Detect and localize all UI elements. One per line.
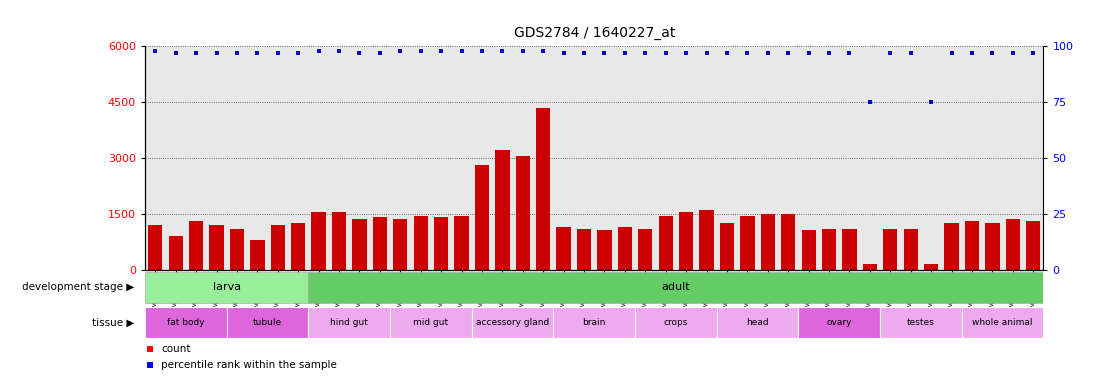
Bar (863, 264, 877, 270)
Bar (985, 223, 1000, 270)
Bar (434, 217, 449, 270)
Text: mid gut: mid gut (413, 318, 449, 327)
Bar (679, 212, 693, 270)
Bar (798, 307, 881, 338)
Bar (965, 221, 979, 270)
Bar (393, 219, 407, 270)
Bar (554, 307, 635, 338)
Bar (308, 272, 1043, 303)
Bar (720, 223, 734, 270)
Bar (210, 225, 223, 270)
Bar (658, 215, 673, 270)
Text: whole animal: whole animal (972, 318, 1033, 327)
Bar (577, 228, 591, 270)
Bar (1006, 219, 1020, 270)
Bar (801, 230, 816, 270)
Bar (189, 221, 203, 270)
Text: percentile rank within the sample: percentile rank within the sample (161, 360, 337, 370)
Bar (635, 307, 716, 338)
Bar (414, 215, 427, 270)
Bar (883, 228, 897, 270)
Bar (944, 223, 959, 270)
Bar (271, 225, 285, 270)
Bar (474, 165, 489, 270)
Bar (1026, 221, 1040, 270)
Bar (472, 307, 554, 338)
Bar (962, 307, 1043, 338)
Bar (230, 228, 244, 270)
Bar (843, 228, 857, 270)
Text: head: head (747, 318, 769, 327)
Bar (331, 212, 346, 270)
Bar (761, 214, 775, 270)
Bar (250, 240, 264, 270)
Text: larva: larva (213, 282, 241, 292)
Bar (618, 227, 632, 270)
Bar (391, 307, 472, 338)
Bar (373, 217, 387, 270)
Text: brain: brain (583, 318, 606, 327)
Bar (145, 307, 227, 338)
Text: count: count (161, 344, 191, 354)
Bar (924, 264, 939, 270)
Bar (496, 151, 510, 270)
Text: ovary: ovary (827, 318, 852, 327)
Bar (597, 230, 612, 270)
Bar (821, 228, 836, 270)
Bar (308, 307, 391, 338)
Bar (227, 307, 308, 338)
Bar (781, 214, 796, 270)
Text: tissue ▶: tissue ▶ (92, 318, 134, 328)
Bar (700, 210, 714, 270)
Bar (716, 307, 798, 338)
Bar (291, 223, 306, 270)
Text: development stage ▶: development stage ▶ (22, 282, 134, 292)
Bar (353, 219, 367, 270)
Bar (148, 225, 163, 270)
Text: hind gut: hind gut (330, 318, 368, 327)
Text: GDS2784 / 1640227_at: GDS2784 / 1640227_at (513, 26, 675, 40)
Bar (311, 212, 326, 270)
Bar (145, 272, 308, 303)
Text: tubule: tubule (253, 318, 282, 327)
Bar (638, 228, 653, 270)
Bar (557, 227, 570, 270)
Bar (454, 215, 469, 270)
Text: crops: crops (664, 318, 689, 327)
Bar (169, 236, 183, 270)
Text: fat body: fat body (167, 318, 204, 327)
Bar (881, 307, 962, 338)
Bar (536, 108, 550, 270)
Bar (904, 228, 917, 270)
Text: accessory gland: accessory gland (477, 318, 549, 327)
Text: testes: testes (907, 318, 935, 327)
Bar (740, 215, 754, 270)
Bar (516, 156, 530, 270)
Text: adult: adult (662, 282, 691, 292)
